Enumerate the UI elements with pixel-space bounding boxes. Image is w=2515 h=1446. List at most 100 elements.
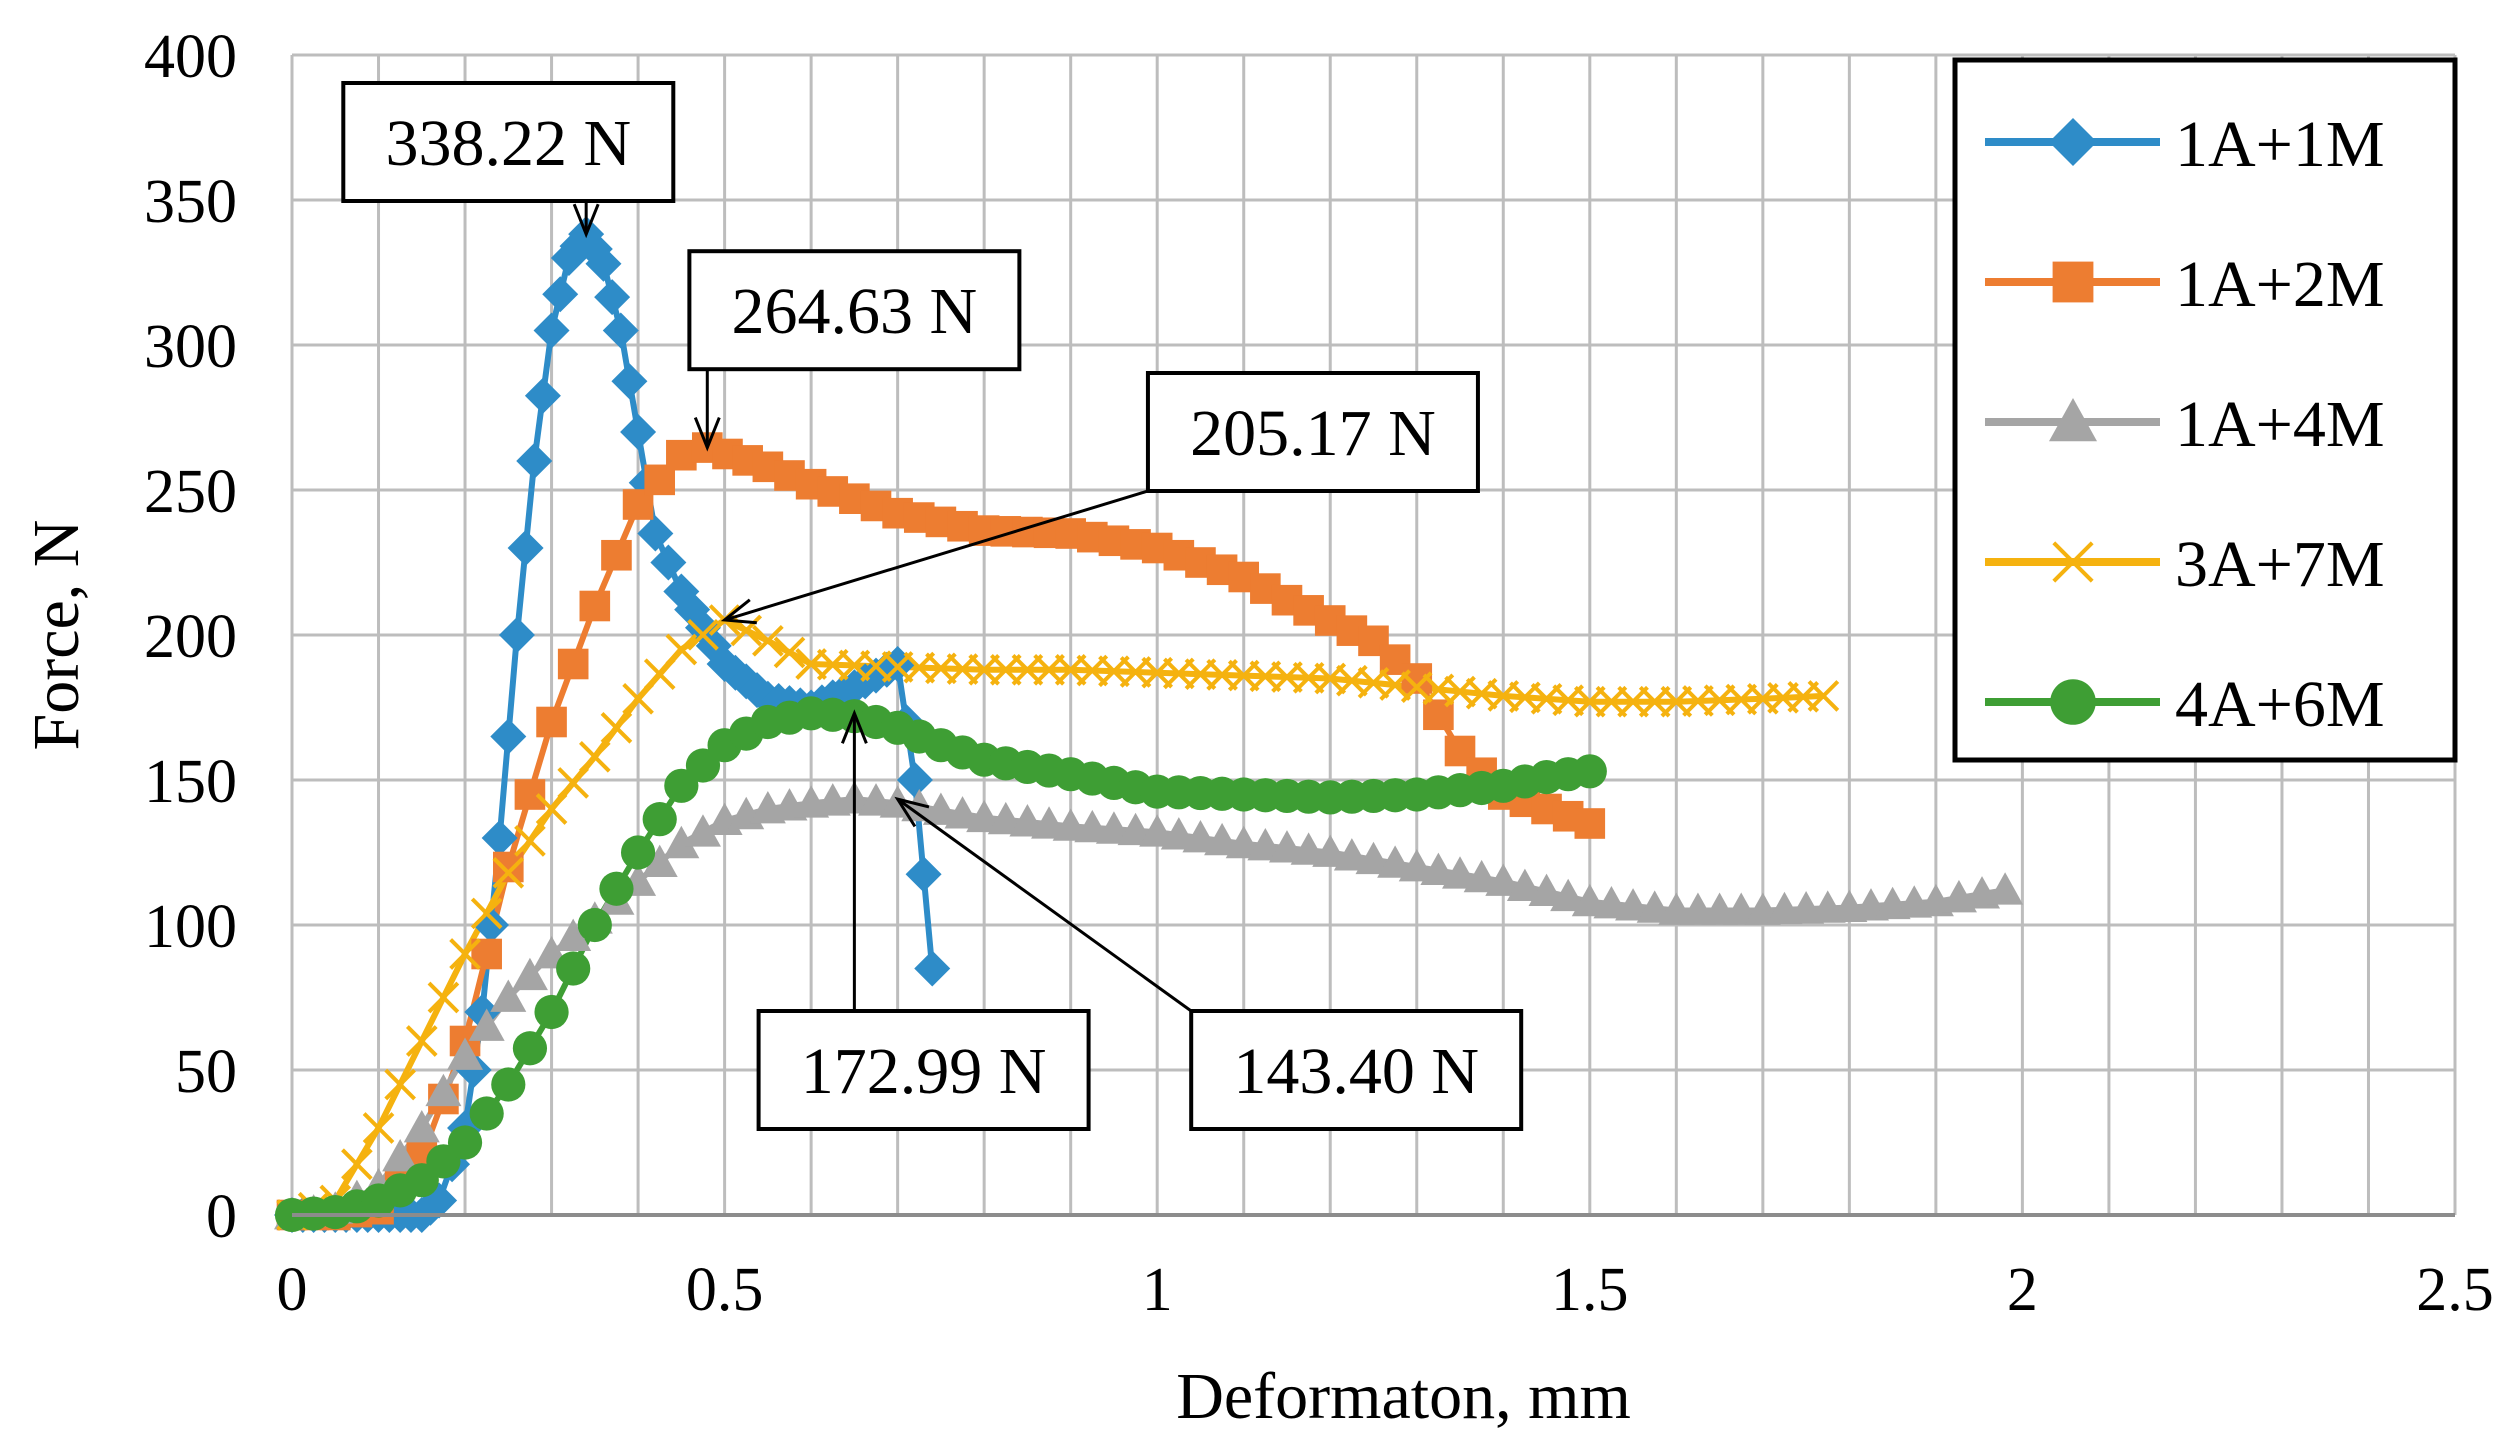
annotation-box [756,1009,1091,1131]
marker-x-stroke [514,825,546,857]
annotation: 172.99 N [756,709,1091,1131]
marker-diamond [507,530,544,566]
marker-diamond [611,363,648,400]
marker-circle [1572,754,1607,789]
marker-triangle [922,792,959,825]
y-tick-label: 350 [144,168,237,236]
x-tick-label: 0.5 [686,1256,764,1324]
marker-circle [447,1125,483,1160]
annotation-label: 143.40 N [1233,1035,1479,1108]
marker-triangle [1571,883,1608,917]
legend-item: 3A+7M [1985,528,2385,601]
marker-triangle [1333,838,1370,871]
marker-diamond [650,544,687,581]
y-tick-label: 250 [144,458,237,526]
x-tick-label: 2 [2007,1256,2038,1324]
marker-diamond [481,820,518,856]
annotation-label: 338.22 N [385,107,631,180]
marker-triangle [966,799,1003,833]
marker-x-stroke [1703,684,1736,717]
marker-x [752,624,784,657]
marker-triangle [1160,817,1197,850]
marker-x [773,636,806,669]
marker-x [405,1025,438,1057]
annotations: 338.22 N 264.63 N 205.17 N 172.99 N 143.40 N [341,81,1524,1131]
annotation: 338.22 N [341,81,676,239]
marker-triangle [1463,859,1500,893]
legend-label: 1A+2M [2175,248,2385,321]
legend-item: 4A+6M [1985,668,2385,741]
y-tick-label: 150 [144,748,237,816]
marker-triangle [468,1008,505,1041]
marker-square [536,706,567,738]
y-tick-label: 50 [175,1038,237,1106]
marker-triangle [1031,806,1068,839]
marker-diamond [490,718,527,755]
marker-square [557,648,589,680]
marker-x [514,825,546,857]
marker-x [643,658,676,690]
marker-x-stroke [405,1025,438,1057]
marker-triangle [403,1110,440,1143]
marker-x [362,1112,395,1144]
marker-square [493,851,524,883]
marker-diamond [637,515,674,552]
marker-circle [491,1067,526,1102]
marker-circle [556,951,591,986]
marker-x-stroke [579,740,611,773]
marker-triangle [1182,820,1219,853]
marker-triangle [1636,890,1673,923]
marker-x-stroke [1807,680,1840,712]
legend-item: 1A+1M [1985,108,2385,181]
marker-circle [664,768,699,803]
marker-diamond [620,414,657,450]
y-tick-label: 200 [144,603,237,671]
marker-x-stroke [600,711,633,744]
marker-diamond [896,762,933,798]
marker-x-stroke [384,1068,416,1101]
marker-circle [2050,679,2096,725]
series-markers-4A+6M [274,696,1607,1233]
marker-triangle [1398,849,1435,882]
marker-triangle [1268,830,1305,863]
marker-circle [534,994,569,1030]
marker-triangle [1442,856,1479,889]
marker-x-stroke [492,856,525,889]
marker-square [666,439,697,471]
marker-triangle [1420,852,1457,886]
marker-triangle [1377,845,1414,878]
marker-triangle [425,1073,462,1107]
marker-x-stroke [470,897,503,930]
marker-triangle [987,801,1024,835]
marker-x-stroke [449,938,481,970]
marker-square [579,590,611,622]
annotation-arrowhead [894,796,930,828]
marker-diamond [498,617,535,653]
marker-circle [642,802,677,837]
marker-triangle [1204,822,1241,856]
marker-x-stroke [341,1148,373,1181]
marker-triangle [1506,868,1543,901]
legend-box [1952,57,2458,763]
marker-triangle [684,814,721,847]
legend-label: 4A+6M [2175,668,2385,741]
marker-triangle [663,825,700,859]
marker-triangle [641,844,678,878]
marker-x [600,711,633,744]
x-tick-labels: 0 0.5 1 1.5 2 2.5 [277,1256,2494,1324]
marker-x-stroke [643,658,676,690]
marker-x-stroke [730,614,763,647]
legend-label: 1A+4M [2175,388,2385,461]
annotation-box [1189,1009,1524,1131]
marker-x [557,767,590,799]
marker-triangle [858,783,895,816]
marker-x [687,618,719,651]
marker-triangle [1290,832,1327,865]
annotation-label: 172.99 N [801,1035,1047,1108]
annotation-arrow [896,797,1193,1013]
annotation-arrowhead [693,417,721,452]
marker-triangle [1139,814,1176,847]
marker-triangle [447,1037,484,1070]
legend-label: 1A+1M [2175,108,2385,181]
x-axis-title: Deformaton, mm [1176,1360,1631,1433]
